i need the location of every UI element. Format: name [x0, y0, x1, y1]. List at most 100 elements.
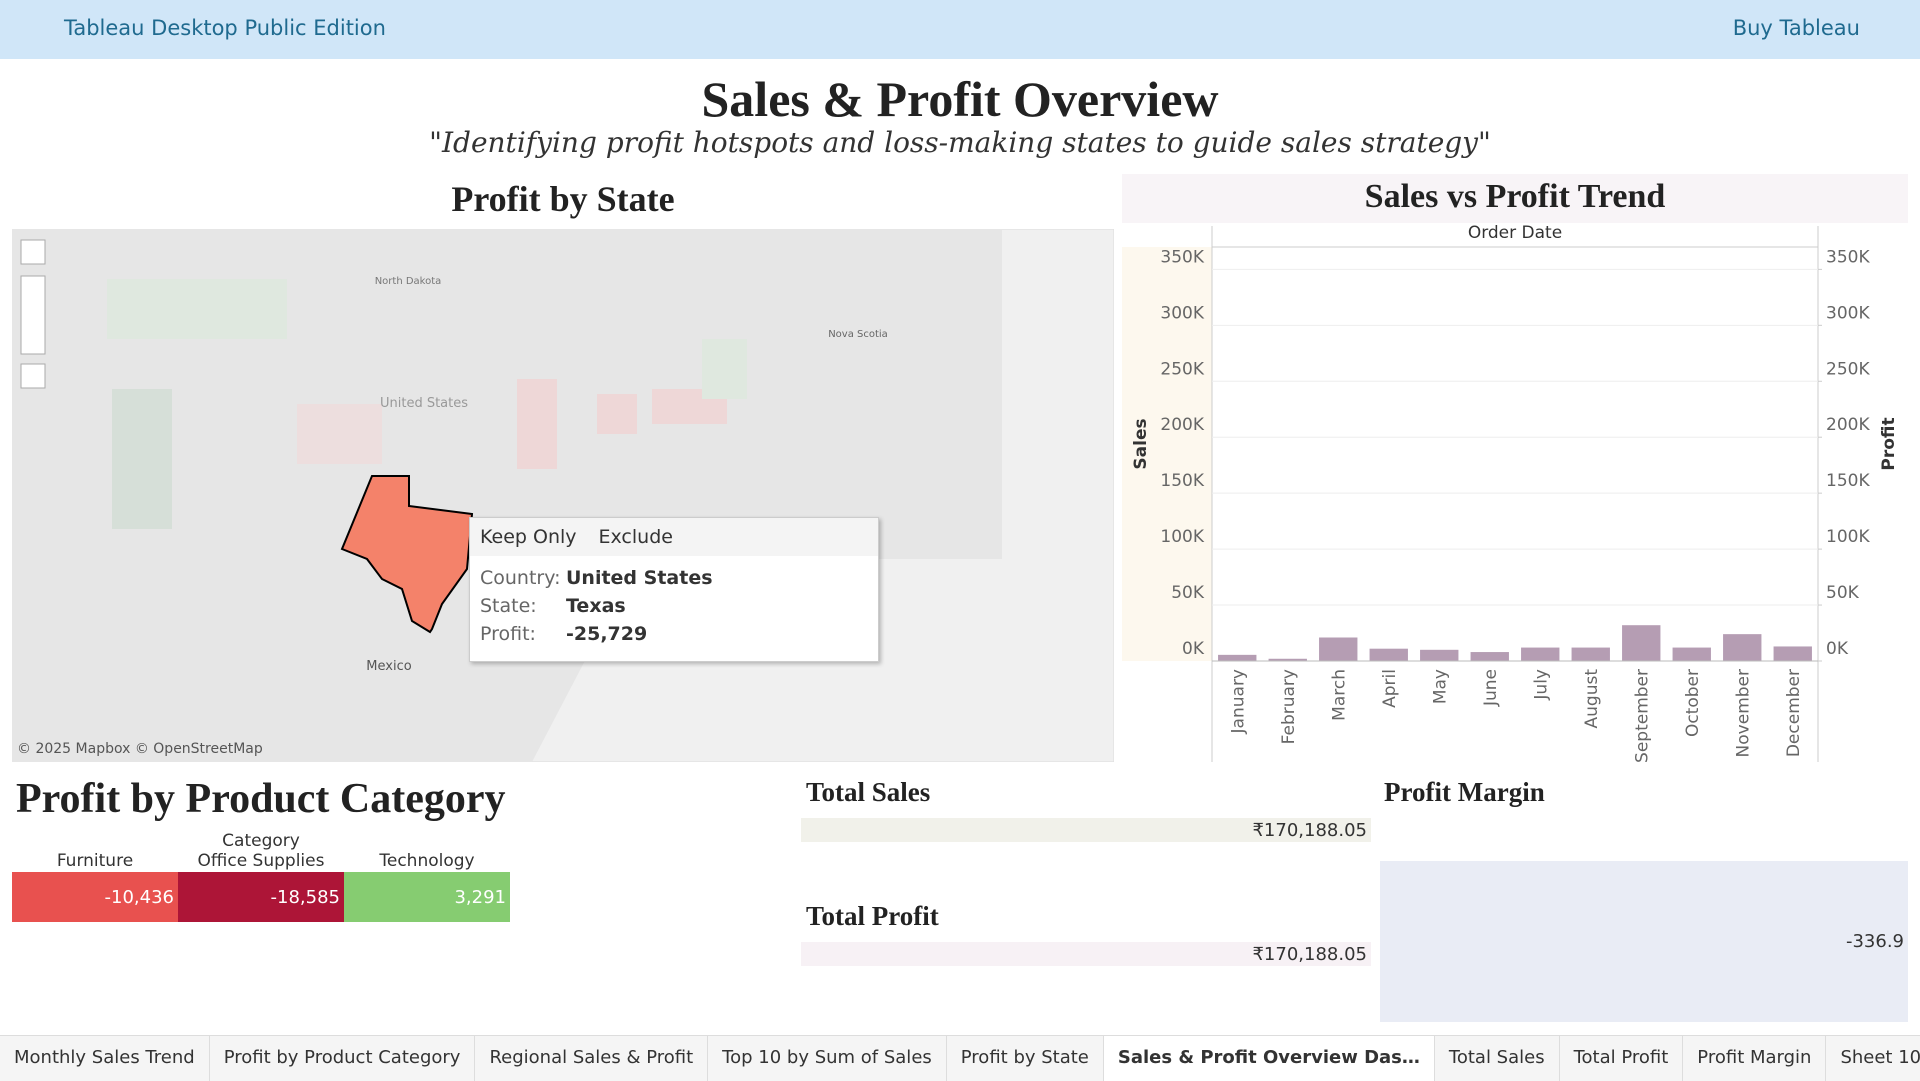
y2-tick-label: 350K	[1826, 247, 1870, 267]
x-header: Order Date	[1468, 223, 1562, 243]
y-tick-label: 250K	[1160, 359, 1204, 379]
y2-tick-label: 100K	[1826, 527, 1870, 547]
trend-chart: Sales vs Profit Trend Order Date Sales P…	[1122, 174, 1908, 763]
y-tick-label: 300K	[1160, 303, 1204, 323]
sheet-tabs: Monthly Sales Trend Profit by Product Cat…	[0, 1035, 1920, 1081]
buy-link[interactable]: Buy Tableau	[1732, 16, 1860, 40]
bar	[1672, 647, 1711, 661]
tooltip-row: Profit: -25,729	[480, 620, 868, 648]
y2-tick-label: 50K	[1826, 583, 1860, 603]
sheet-tab[interactable]: Sales & Profit Overview Das…	[1103, 1036, 1435, 1081]
category-header: Category	[222, 831, 300, 851]
y-axis-title: Sales	[1131, 418, 1151, 469]
map-label: Mexico	[366, 659, 411, 674]
chart-title: Sales vs Profit Trend	[1365, 178, 1666, 215]
x-tick-label: November	[1733, 669, 1753, 757]
x-tick-label: August	[1582, 669, 1602, 729]
kpi-title: Profit Margin	[1384, 777, 1545, 807]
sheet-tab[interactable]: Total Sales	[1435, 1036, 1560, 1081]
map-label: Nova Scotia	[828, 329, 888, 340]
x-tick-label: June	[1481, 669, 1501, 707]
y-tick-label: 100K	[1160, 527, 1204, 547]
tooltip-rows: Country: United States State: Texas Profit: -…	[470, 556, 878, 656]
sheet-tab[interactable]: Profit by State	[947, 1036, 1104, 1081]
x-tick-label: September	[1632, 669, 1652, 763]
kpi-title: Total Profit	[806, 901, 939, 931]
tooltip-value: Texas	[566, 595, 626, 617]
title-band	[1122, 174, 1908, 223]
top-bar	[0, 0, 1920, 59]
y-tick-label: 0K	[1182, 639, 1205, 659]
bar	[1319, 637, 1358, 661]
dashboard-title: Sales & Profit Overview	[701, 71, 1219, 127]
sheet-tab[interactable]: Sheet 10	[1826, 1036, 1920, 1081]
y2-tick-label: 150K	[1826, 471, 1870, 491]
sheet-tab[interactable]: Profit by Product Category	[210, 1036, 476, 1081]
map-label: North Dakota	[375, 276, 442, 287]
x-tick-label: March	[1329, 669, 1349, 721]
sheet-tab[interactable]: Regional Sales & Profit	[475, 1036, 709, 1081]
cell-label: -18,585	[271, 887, 340, 908]
kpi-value: ₹170,188.05	[1252, 944, 1367, 965]
tooltip-key: Country:	[480, 567, 561, 589]
tooltip-row: State: Texas	[480, 592, 868, 620]
x-tick-label: May	[1430, 669, 1450, 704]
state	[297, 404, 382, 464]
kpi-bar	[1380, 861, 1908, 1022]
tooltip-key: State:	[480, 595, 537, 617]
product-name: Tableau Desktop Public Edition	[64, 16, 386, 40]
sheet-tab[interactable]: Profit Margin	[1683, 1036, 1827, 1081]
bar	[1420, 649, 1459, 661]
y2-tick-label: 300K	[1826, 303, 1870, 323]
heat-cell	[178, 872, 344, 922]
sheet-tab[interactable]: Top 10 by Sum of Sales	[708, 1036, 947, 1081]
bar	[1622, 625, 1661, 661]
y2-tick-label: 0K	[1826, 639, 1849, 659]
bar	[1723, 634, 1762, 661]
bar	[1369, 648, 1408, 661]
play-button[interactable]	[20, 363, 46, 389]
y2-tick-label: 200K	[1826, 415, 1870, 435]
axis-band	[1122, 247, 1212, 661]
sheet-tab[interactable]: Total Profit	[1560, 1036, 1684, 1081]
map: North Dakota United States Nova Scotia M…	[12, 229, 1114, 762]
bar	[1268, 658, 1307, 661]
zoom-controls[interactable]	[20, 275, 46, 355]
bar	[1571, 647, 1610, 661]
tooltip-row: Country: United States	[480, 564, 868, 592]
texas[interactable]	[340, 475, 474, 634]
y-tick-label: 150K	[1160, 471, 1204, 491]
attribution: © 2025 Mapbox © OpenStreetMap	[17, 741, 263, 757]
y-tick-label: 200K	[1160, 415, 1204, 435]
bar	[1773, 646, 1812, 661]
kpi-title: Total Sales	[806, 777, 931, 807]
keep-only[interactable]: Keep Only	[480, 526, 577, 548]
column-label: Furniture	[57, 851, 133, 871]
sheet-tab[interactable]: Monthly Sales Trend	[0, 1036, 210, 1081]
bar	[1470, 652, 1509, 661]
column-label: Technology	[378, 851, 474, 871]
land	[12, 229, 1002, 762]
heat-cell	[12, 872, 178, 922]
tooltip-key: Profit:	[480, 623, 536, 645]
category-title: Profit by Product Category	[16, 776, 506, 822]
state	[517, 379, 557, 469]
tooltip-value: -25,729	[566, 623, 648, 645]
heat-cell	[344, 872, 510, 922]
x-tick-label: December	[1784, 669, 1804, 757]
state	[702, 339, 747, 399]
state	[107, 279, 287, 339]
dashboard-subtitle: "Identifying profit hotspots and loss-ma…	[429, 126, 1491, 159]
kpi-value: ₹170,188.05	[1252, 820, 1367, 841]
category-table: Furniture -10,436 Office Supplies -18,585 Te…	[12, 851, 510, 922]
bar	[1521, 647, 1560, 661]
bar	[1218, 654, 1257, 661]
x-tick-label: October	[1683, 669, 1703, 737]
exclude[interactable]: Exclude	[598, 526, 673, 548]
x-tick-label: January	[1228, 669, 1248, 734]
search-button[interactable]	[20, 239, 46, 265]
x-tick-label: April	[1380, 669, 1400, 708]
y-tick-label: 50K	[1171, 583, 1205, 603]
y2-tick-label: 250K	[1826, 359, 1870, 379]
